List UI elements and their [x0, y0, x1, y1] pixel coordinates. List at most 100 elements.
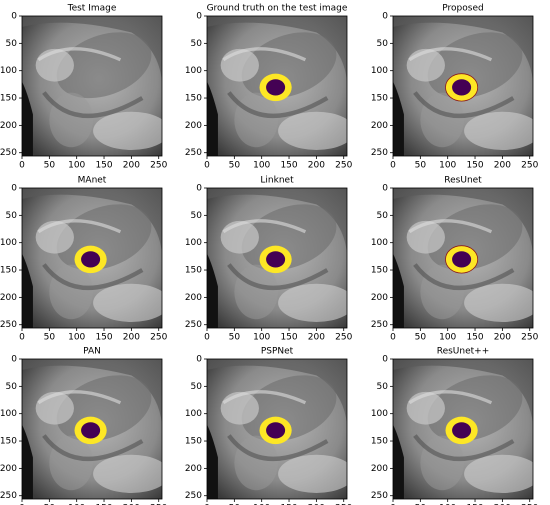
mask-inner — [452, 251, 472, 268]
y-tick-label: 250 — [371, 320, 388, 330]
y-tick-label: 100 — [371, 66, 388, 76]
axes-frame — [206, 358, 348, 500]
panel-title: Ground truth on the test image — [207, 4, 348, 14]
x-tick-label: 150 — [95, 161, 112, 171]
x-tick-label: 250 — [335, 504, 352, 505]
y-tick-label: 150 — [0, 266, 17, 276]
y-tick-label: 200 — [185, 293, 202, 303]
y-tick-label: 0 — [11, 184, 17, 194]
y-tick-label: 0 — [382, 12, 388, 22]
y-tick-label: 200 — [0, 464, 17, 474]
y-tick-label: 250 — [185, 320, 202, 330]
y-tick-label: 150 — [185, 437, 202, 447]
x-tick-label: 200 — [494, 333, 511, 343]
mask-inner — [266, 251, 286, 268]
y-tick-label: 50 — [6, 211, 18, 221]
y-tick-label: 100 — [0, 409, 17, 419]
x-tick-label: 250 — [150, 161, 167, 171]
y-tick-label: 0 — [382, 184, 388, 194]
x-tick-label: 100 — [439, 333, 456, 343]
x-tick-label: 150 — [280, 333, 297, 343]
y-tick-label: 200 — [0, 293, 17, 303]
x-tick-label: 200 — [308, 161, 325, 171]
y-tick-label: 100 — [185, 409, 202, 419]
x-tick-label: 0 — [204, 161, 210, 171]
x-tick-label: 150 — [280, 161, 297, 171]
x-tick-label: 250 — [150, 504, 167, 505]
y-tick-label: 150 — [371, 94, 388, 104]
x-tick-label: 0 — [204, 504, 210, 505]
x-tick-label: 50 — [415, 333, 427, 343]
x-tick-label: 100 — [439, 161, 456, 171]
image — [22, 16, 170, 156]
panel: PSPNet 0 50 100 150 200 250 0 50 100 150 200 250 — [185, 347, 353, 505]
y-tick-label: 100 — [185, 238, 202, 248]
mask-inner — [266, 422, 286, 439]
y-tick-label: 250 — [185, 491, 202, 501]
y-tick-label: 50 — [6, 39, 18, 49]
y-tick-label: 250 — [0, 491, 17, 501]
axes-frame — [21, 15, 163, 157]
x-tick-label: 200 — [494, 504, 511, 505]
x-tick-label: 50 — [44, 333, 56, 343]
x-tick-label: 100 — [68, 161, 85, 171]
y-tick-label: 0 — [196, 355, 202, 365]
x-tick-label: 150 — [466, 504, 483, 505]
x-tick-label: 250 — [150, 333, 167, 343]
x-tick-label: 250 — [335, 161, 352, 171]
y-tick-label: 150 — [371, 437, 388, 447]
axes-frame — [392, 187, 534, 329]
x-tick-label: 50 — [415, 161, 427, 171]
x-tick-label: 250 — [521, 333, 538, 343]
y-tick-label: 150 — [185, 266, 202, 276]
y-tick-label: 200 — [371, 293, 388, 303]
panel-title: ResUnet — [444, 176, 482, 186]
x-tick-label: 100 — [253, 504, 270, 505]
y-tick-label: 50 — [377, 382, 389, 392]
panel-title: PSPNet — [261, 347, 294, 357]
x-tick-label: 50 — [415, 504, 427, 505]
axes-frame — [206, 15, 348, 157]
y-tick-label: 50 — [6, 382, 18, 392]
panel-title: Test Image — [67, 4, 117, 14]
x-tick-label: 200 — [308, 504, 325, 505]
y-tick-label: 50 — [191, 382, 203, 392]
x-tick-label: 0 — [19, 504, 25, 505]
y-tick-label: 0 — [196, 12, 202, 22]
y-tick-label: 0 — [196, 184, 202, 194]
axes-frame — [392, 358, 534, 500]
x-tick-label: 50 — [229, 333, 241, 343]
y-tick-label: 200 — [371, 464, 388, 474]
panel: PAN 0 50 100 150 200 250 0 50 100 150 200 250 — [0, 347, 168, 505]
x-tick-label: 100 — [439, 504, 456, 505]
y-tick-label: 100 — [0, 66, 17, 76]
y-tick-label: 250 — [371, 491, 388, 501]
x-tick-label: 150 — [466, 333, 483, 343]
panel-title: PAN — [83, 347, 101, 357]
y-tick-label: 100 — [371, 238, 388, 248]
axes-frame — [21, 187, 163, 329]
x-tick-label: 150 — [95, 333, 112, 343]
x-tick-label: 200 — [123, 333, 140, 343]
y-tick-label: 200 — [185, 121, 202, 131]
panel-title: Proposed — [442, 4, 483, 14]
x-tick-label: 0 — [390, 504, 396, 505]
x-tick-label: 150 — [280, 504, 297, 505]
y-tick-label: 200 — [185, 464, 202, 474]
mask-inner — [81, 422, 101, 439]
x-tick-label: 50 — [44, 161, 56, 171]
panel: Ground truth on the test image 0 50 100 150 2… — [185, 4, 353, 171]
axes-frame — [206, 187, 348, 329]
x-tick-label: 0 — [204, 333, 210, 343]
mask-inner — [452, 422, 472, 439]
y-tick-label: 250 — [371, 148, 388, 158]
y-tick-label: 150 — [0, 94, 17, 104]
panel-title: Linknet — [260, 176, 294, 186]
x-tick-label: 100 — [68, 333, 85, 343]
x-tick-label: 150 — [95, 504, 112, 505]
